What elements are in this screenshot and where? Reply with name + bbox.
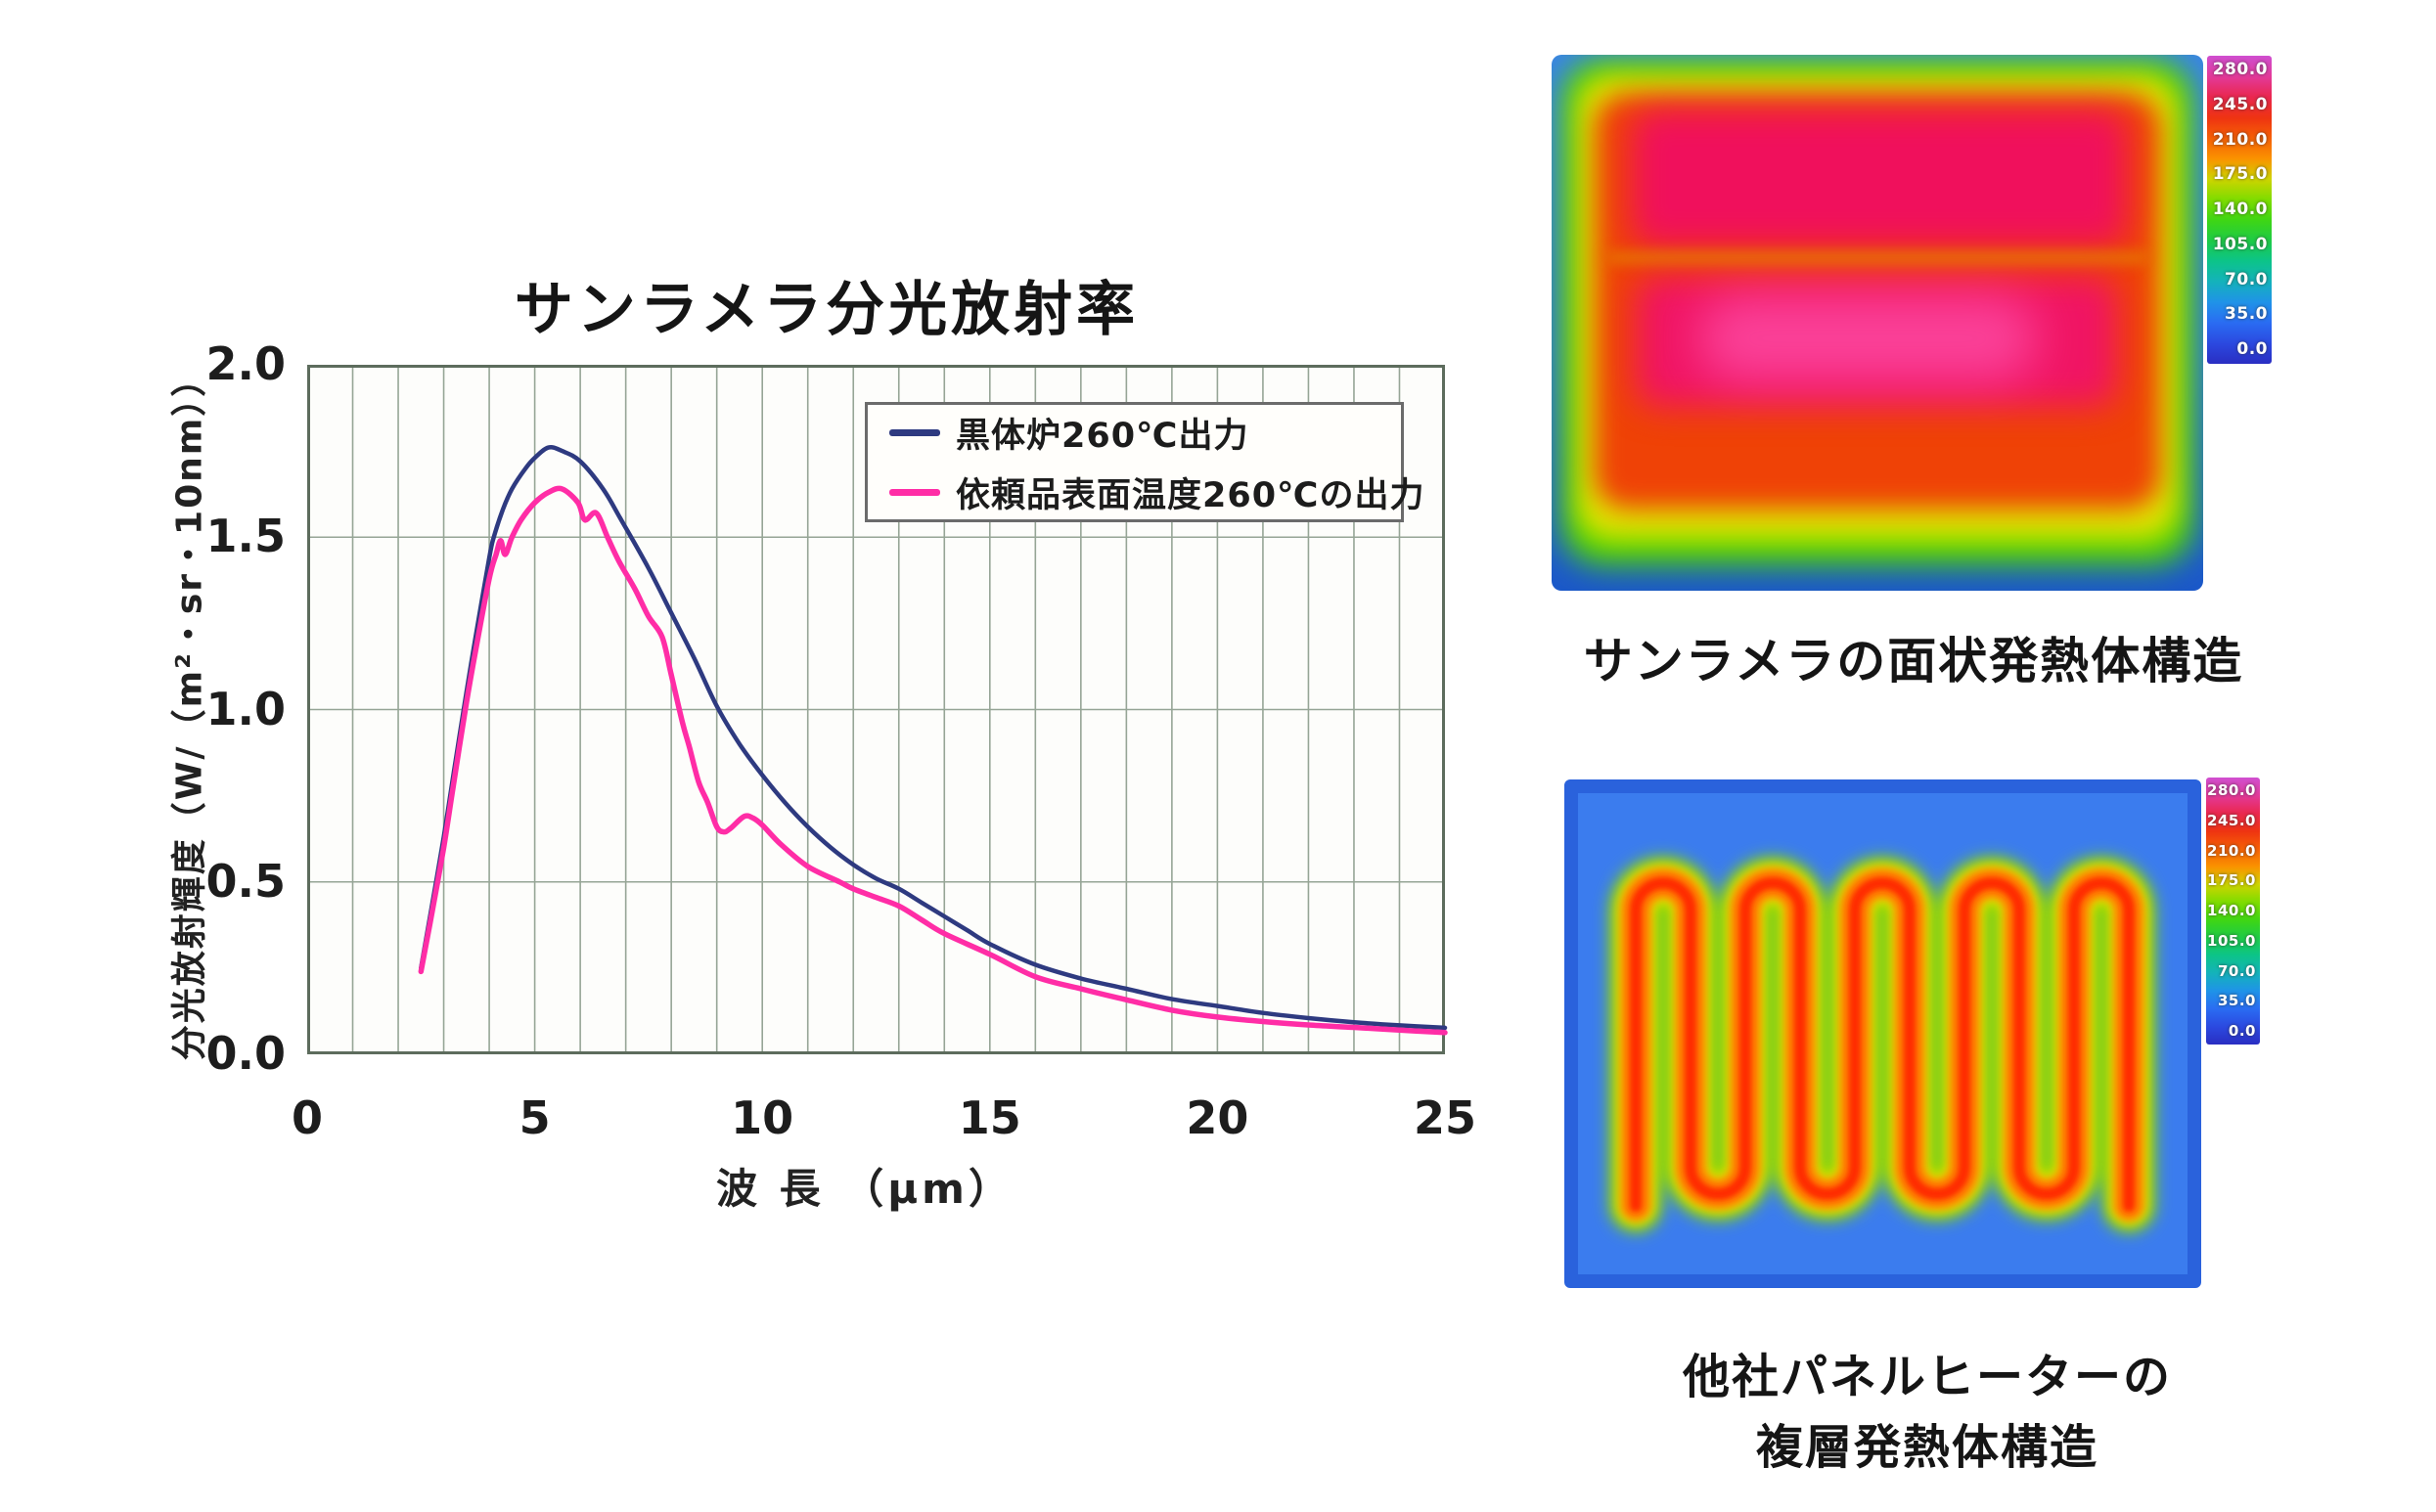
x-axis-label: 波 長 （μm） bbox=[716, 1165, 1014, 1213]
caption-planar-heater: サンラメラの面状発熱体構造 bbox=[1583, 633, 2244, 689]
y-tick-label: 0.5 bbox=[205, 854, 287, 908]
caption-competitor-heater: 他社パネルヒーターの 複層発熱体構造 bbox=[1526, 1342, 2328, 1483]
legend-line-sample-blackbody bbox=[889, 428, 940, 436]
legend-item-blackbody: 黒体炉260℃出力 bbox=[889, 408, 1401, 458]
legend-line-sample-product bbox=[889, 488, 940, 496]
scale-tick-label: 0.0 bbox=[2228, 1022, 2256, 1040]
x-tick-label: 15 bbox=[958, 1091, 1021, 1144]
x-tick-label: 5 bbox=[519, 1091, 551, 1144]
x-tick-label: 20 bbox=[1186, 1091, 1249, 1144]
chart-legend: 黒体炉260℃出力 依頼品表面温度260℃の出力 bbox=[865, 402, 1423, 522]
y-tick-label: 2.0 bbox=[205, 337, 287, 390]
x-tick-label: 25 bbox=[1413, 1091, 1476, 1144]
scale-tick-label: 210.0 bbox=[2207, 841, 2256, 860]
scale-tick-label: 210.0 bbox=[2212, 129, 2268, 150]
temperature-scale-bottom: 280.0 245.0 210.0 175.0 140.0 105.0 70.0 35.0 0.… bbox=[2206, 778, 2260, 1045]
thermal-hot-block-upper bbox=[1632, 110, 2127, 246]
scale-tick-label: 175.0 bbox=[2207, 871, 2256, 890]
curve-product bbox=[418, 485, 1448, 1036]
scale-tick-label: 140.0 bbox=[2207, 902, 2256, 919]
chart-title: サンラメラ分光放射率 bbox=[514, 276, 1140, 344]
thermal-hot-glow bbox=[1698, 297, 2037, 379]
scale-tick-label: 280.0 bbox=[2207, 781, 2256, 799]
heater-coil-yellow-glow bbox=[1616, 864, 2148, 1225]
legend-label-product: 依頼品表面温度260℃の出力 bbox=[956, 475, 1425, 515]
scale-tick-label: 105.0 bbox=[2212, 234, 2268, 254]
scale-tick-label: 105.0 bbox=[2207, 931, 2256, 950]
caption-competitor-line1: 他社パネルヒーターの bbox=[1682, 1350, 2172, 1404]
curve-blackbody bbox=[419, 445, 1448, 1031]
scale-tick-label: 245.0 bbox=[2212, 94, 2268, 114]
scale-tick-label: 70.0 bbox=[2225, 269, 2268, 289]
heater-coil-red-core bbox=[1630, 877, 2135, 1212]
scale-tick-label: 35.0 bbox=[2225, 304, 2268, 325]
x-tick-label: 10 bbox=[731, 1091, 794, 1144]
y-tick-label: 1.0 bbox=[205, 682, 287, 735]
legend-label-blackbody: 黒体炉260℃出力 bbox=[956, 416, 1249, 456]
scale-tick-label: 0.0 bbox=[2236, 339, 2268, 359]
x-tick-label: 0 bbox=[291, 1091, 323, 1144]
temperature-scale-top: 280.0 245.0 210.0 175.0 140.0 105.0 70.0 35.0 0.… bbox=[2207, 56, 2272, 364]
scale-tick-label: 245.0 bbox=[2207, 811, 2256, 829]
scale-tick-label: 140.0 bbox=[2212, 200, 2268, 219]
scale-tick-label: 175.0 bbox=[2212, 164, 2268, 185]
scale-tick-label: 35.0 bbox=[2217, 992, 2256, 1010]
legend-item-product: 依頼品表面温度260℃の出力 bbox=[889, 467, 1423, 517]
plot-canvas bbox=[307, 365, 1448, 1054]
y-tick-label: 1.5 bbox=[205, 510, 287, 563]
scale-tick-label: 70.0 bbox=[2217, 961, 2256, 980]
thermal-image-planar-heater bbox=[1552, 55, 2203, 591]
caption-competitor-line2: 複層発熱体構造 bbox=[1755, 1420, 2098, 1475]
heater-coil-canvas bbox=[1609, 857, 2155, 1232]
thermal-image-competitor-heater bbox=[1564, 779, 2201, 1288]
thermal-divider-line bbox=[1606, 252, 2148, 263]
scale-tick-label: 280.0 bbox=[2212, 60, 2268, 79]
y-tick-label: 0.0 bbox=[205, 1027, 287, 1080]
